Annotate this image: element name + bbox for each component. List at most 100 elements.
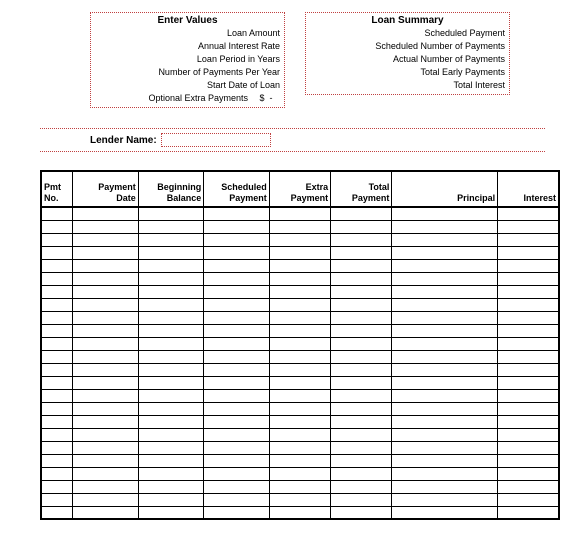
table-cell[interactable] xyxy=(331,441,392,454)
table-cell[interactable] xyxy=(392,467,498,480)
table-cell[interactable] xyxy=(498,324,559,337)
table-cell[interactable] xyxy=(73,415,139,428)
table-cell[interactable] xyxy=(498,376,559,389)
table-cell[interactable] xyxy=(392,428,498,441)
table-cell[interactable] xyxy=(73,402,139,415)
table-cell[interactable] xyxy=(204,311,270,324)
table-cell[interactable] xyxy=(204,428,270,441)
table-cell[interactable] xyxy=(138,415,204,428)
table-cell[interactable] xyxy=(73,220,139,233)
table-cell[interactable] xyxy=(204,350,270,363)
table-cell[interactable] xyxy=(138,467,204,480)
table-cell[interactable] xyxy=(138,350,204,363)
table-cell[interactable] xyxy=(331,337,392,350)
table-cell[interactable] xyxy=(498,220,559,233)
table-cell[interactable] xyxy=(498,402,559,415)
table-cell[interactable] xyxy=(41,467,73,480)
table-cell[interactable] xyxy=(204,298,270,311)
table-cell[interactable] xyxy=(204,402,270,415)
table-cell[interactable] xyxy=(73,441,139,454)
table-cell[interactable] xyxy=(138,454,204,467)
table-cell[interactable] xyxy=(269,402,330,415)
table-cell[interactable] xyxy=(41,220,73,233)
table-cell[interactable] xyxy=(269,415,330,428)
table-cell[interactable] xyxy=(331,298,392,311)
table-cell[interactable] xyxy=(204,324,270,337)
table-cell[interactable] xyxy=(204,337,270,350)
table-cell[interactable] xyxy=(269,285,330,298)
table-cell[interactable] xyxy=(392,311,498,324)
table-cell[interactable] xyxy=(138,376,204,389)
table-cell[interactable] xyxy=(498,285,559,298)
table-cell[interactable] xyxy=(331,454,392,467)
table-cell[interactable] xyxy=(269,246,330,259)
table-cell[interactable] xyxy=(392,441,498,454)
table-cell[interactable] xyxy=(41,493,73,506)
table-cell[interactable] xyxy=(73,272,139,285)
table-cell[interactable] xyxy=(498,207,559,220)
table-cell[interactable] xyxy=(392,324,498,337)
table-cell[interactable] xyxy=(392,415,498,428)
table-cell[interactable] xyxy=(204,415,270,428)
table-cell[interactable] xyxy=(331,363,392,376)
table-cell[interactable] xyxy=(73,506,139,519)
table-cell[interactable] xyxy=(41,285,73,298)
table-cell[interactable] xyxy=(269,272,330,285)
table-cell[interactable] xyxy=(269,311,330,324)
table-cell[interactable] xyxy=(392,363,498,376)
table-cell[interactable] xyxy=(73,376,139,389)
table-cell[interactable] xyxy=(138,220,204,233)
table-cell[interactable] xyxy=(204,363,270,376)
table-cell[interactable] xyxy=(392,454,498,467)
table-cell[interactable] xyxy=(269,467,330,480)
table-cell[interactable] xyxy=(498,363,559,376)
table-cell[interactable] xyxy=(392,389,498,402)
table-cell[interactable] xyxy=(138,506,204,519)
table-cell[interactable] xyxy=(331,376,392,389)
table-cell[interactable] xyxy=(73,467,139,480)
table-cell[interactable] xyxy=(392,246,498,259)
table-cell[interactable] xyxy=(204,493,270,506)
table-cell[interactable] xyxy=(331,324,392,337)
table-cell[interactable] xyxy=(73,350,139,363)
table-cell[interactable] xyxy=(138,402,204,415)
table-cell[interactable] xyxy=(73,311,139,324)
table-cell[interactable] xyxy=(269,441,330,454)
table-cell[interactable] xyxy=(41,350,73,363)
table-cell[interactable] xyxy=(41,428,73,441)
table-cell[interactable] xyxy=(138,363,204,376)
table-cell[interactable] xyxy=(498,454,559,467)
table-cell[interactable] xyxy=(269,207,330,220)
table-cell[interactable] xyxy=(269,506,330,519)
table-cell[interactable] xyxy=(73,363,139,376)
table-cell[interactable] xyxy=(331,233,392,246)
table-cell[interactable] xyxy=(204,207,270,220)
table-cell[interactable] xyxy=(138,233,204,246)
table-cell[interactable] xyxy=(498,246,559,259)
table-cell[interactable] xyxy=(331,428,392,441)
table-cell[interactable] xyxy=(138,272,204,285)
table-cell[interactable] xyxy=(269,350,330,363)
table-cell[interactable] xyxy=(392,506,498,519)
table-cell[interactable] xyxy=(204,441,270,454)
table-cell[interactable] xyxy=(498,428,559,441)
table-cell[interactable] xyxy=(331,467,392,480)
table-cell[interactable] xyxy=(41,415,73,428)
table-cell[interactable] xyxy=(138,298,204,311)
table-cell[interactable] xyxy=(204,220,270,233)
table-cell[interactable] xyxy=(41,233,73,246)
table-cell[interactable] xyxy=(331,506,392,519)
table-cell[interactable] xyxy=(498,480,559,493)
table-cell[interactable] xyxy=(41,480,73,493)
table-cell[interactable] xyxy=(331,207,392,220)
table-cell[interactable] xyxy=(73,428,139,441)
table-cell[interactable] xyxy=(392,376,498,389)
table-cell[interactable] xyxy=(41,402,73,415)
table-cell[interactable] xyxy=(498,311,559,324)
table-cell[interactable] xyxy=(73,389,139,402)
table-cell[interactable] xyxy=(41,207,73,220)
table-cell[interactable] xyxy=(73,337,139,350)
table-cell[interactable] xyxy=(269,259,330,272)
table-cell[interactable] xyxy=(331,493,392,506)
table-cell[interactable] xyxy=(204,389,270,402)
